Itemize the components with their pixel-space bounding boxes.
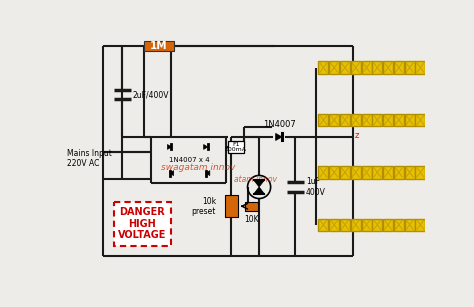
Bar	[351, 61, 361, 74]
Bar	[405, 114, 415, 126]
Text: DANGER
HIGH
VOLTAGE: DANGER HIGH VOLTAGE	[118, 207, 166, 240]
Bar	[340, 114, 350, 126]
Bar	[362, 114, 372, 126]
Bar	[415, 219, 425, 231]
Polygon shape	[254, 187, 264, 194]
Bar	[394, 166, 404, 178]
Bar	[340, 61, 350, 74]
Text: z: z	[355, 131, 359, 140]
Bar	[362, 219, 372, 231]
Bar	[329, 166, 339, 178]
Bar	[394, 114, 404, 126]
Text: 2uF/400V: 2uF/400V	[133, 90, 169, 99]
Bar	[372, 166, 383, 178]
Text: 1M: 1M	[150, 41, 168, 51]
Polygon shape	[167, 145, 172, 150]
Text: 1N4007 x 4: 1N4007 x 4	[169, 157, 210, 163]
Text: F1
500mA: F1 500mA	[225, 142, 247, 152]
Polygon shape	[276, 133, 282, 141]
Bar	[405, 219, 415, 231]
Bar	[383, 114, 393, 126]
Bar	[144, 41, 174, 52]
Bar	[383, 166, 393, 178]
Polygon shape	[206, 171, 210, 176]
Bar	[245, 202, 257, 211]
Bar	[415, 61, 425, 74]
Text: 1uF
400V: 1uF 400V	[306, 177, 326, 197]
Bar	[329, 219, 339, 231]
Polygon shape	[204, 145, 208, 150]
Text: Mains Input
220V AC: Mains Input 220V AC	[66, 149, 111, 168]
Text: swagatam innov: swagatam innov	[161, 163, 235, 172]
Bar	[383, 219, 393, 231]
Bar	[340, 166, 350, 178]
Bar	[319, 61, 328, 74]
Bar	[351, 114, 361, 126]
Bar	[351, 219, 361, 231]
Text: 10k
preset: 10k preset	[191, 196, 216, 216]
Bar	[329, 114, 339, 126]
Bar	[415, 114, 425, 126]
Polygon shape	[254, 180, 264, 187]
Text: atam innov: atam innov	[234, 175, 277, 184]
Bar	[362, 166, 372, 178]
Text: 10K: 10K	[244, 216, 259, 224]
Text: 1N4007: 1N4007	[264, 120, 296, 129]
Bar	[405, 166, 415, 178]
Bar	[362, 61, 372, 74]
Bar	[372, 219, 383, 231]
Bar	[372, 61, 383, 74]
Bar	[394, 61, 404, 74]
Bar	[415, 166, 425, 178]
Polygon shape	[170, 171, 173, 176]
Bar	[228, 141, 244, 153]
Bar	[372, 114, 383, 126]
Bar	[405, 61, 415, 74]
Bar	[351, 166, 361, 178]
FancyBboxPatch shape	[114, 202, 171, 246]
Bar	[383, 61, 393, 74]
Bar	[340, 219, 350, 231]
Bar	[329, 61, 339, 74]
Bar	[319, 166, 328, 178]
Bar	[394, 219, 404, 231]
Bar	[225, 196, 237, 217]
Bar	[319, 114, 328, 126]
Bar	[319, 219, 328, 231]
